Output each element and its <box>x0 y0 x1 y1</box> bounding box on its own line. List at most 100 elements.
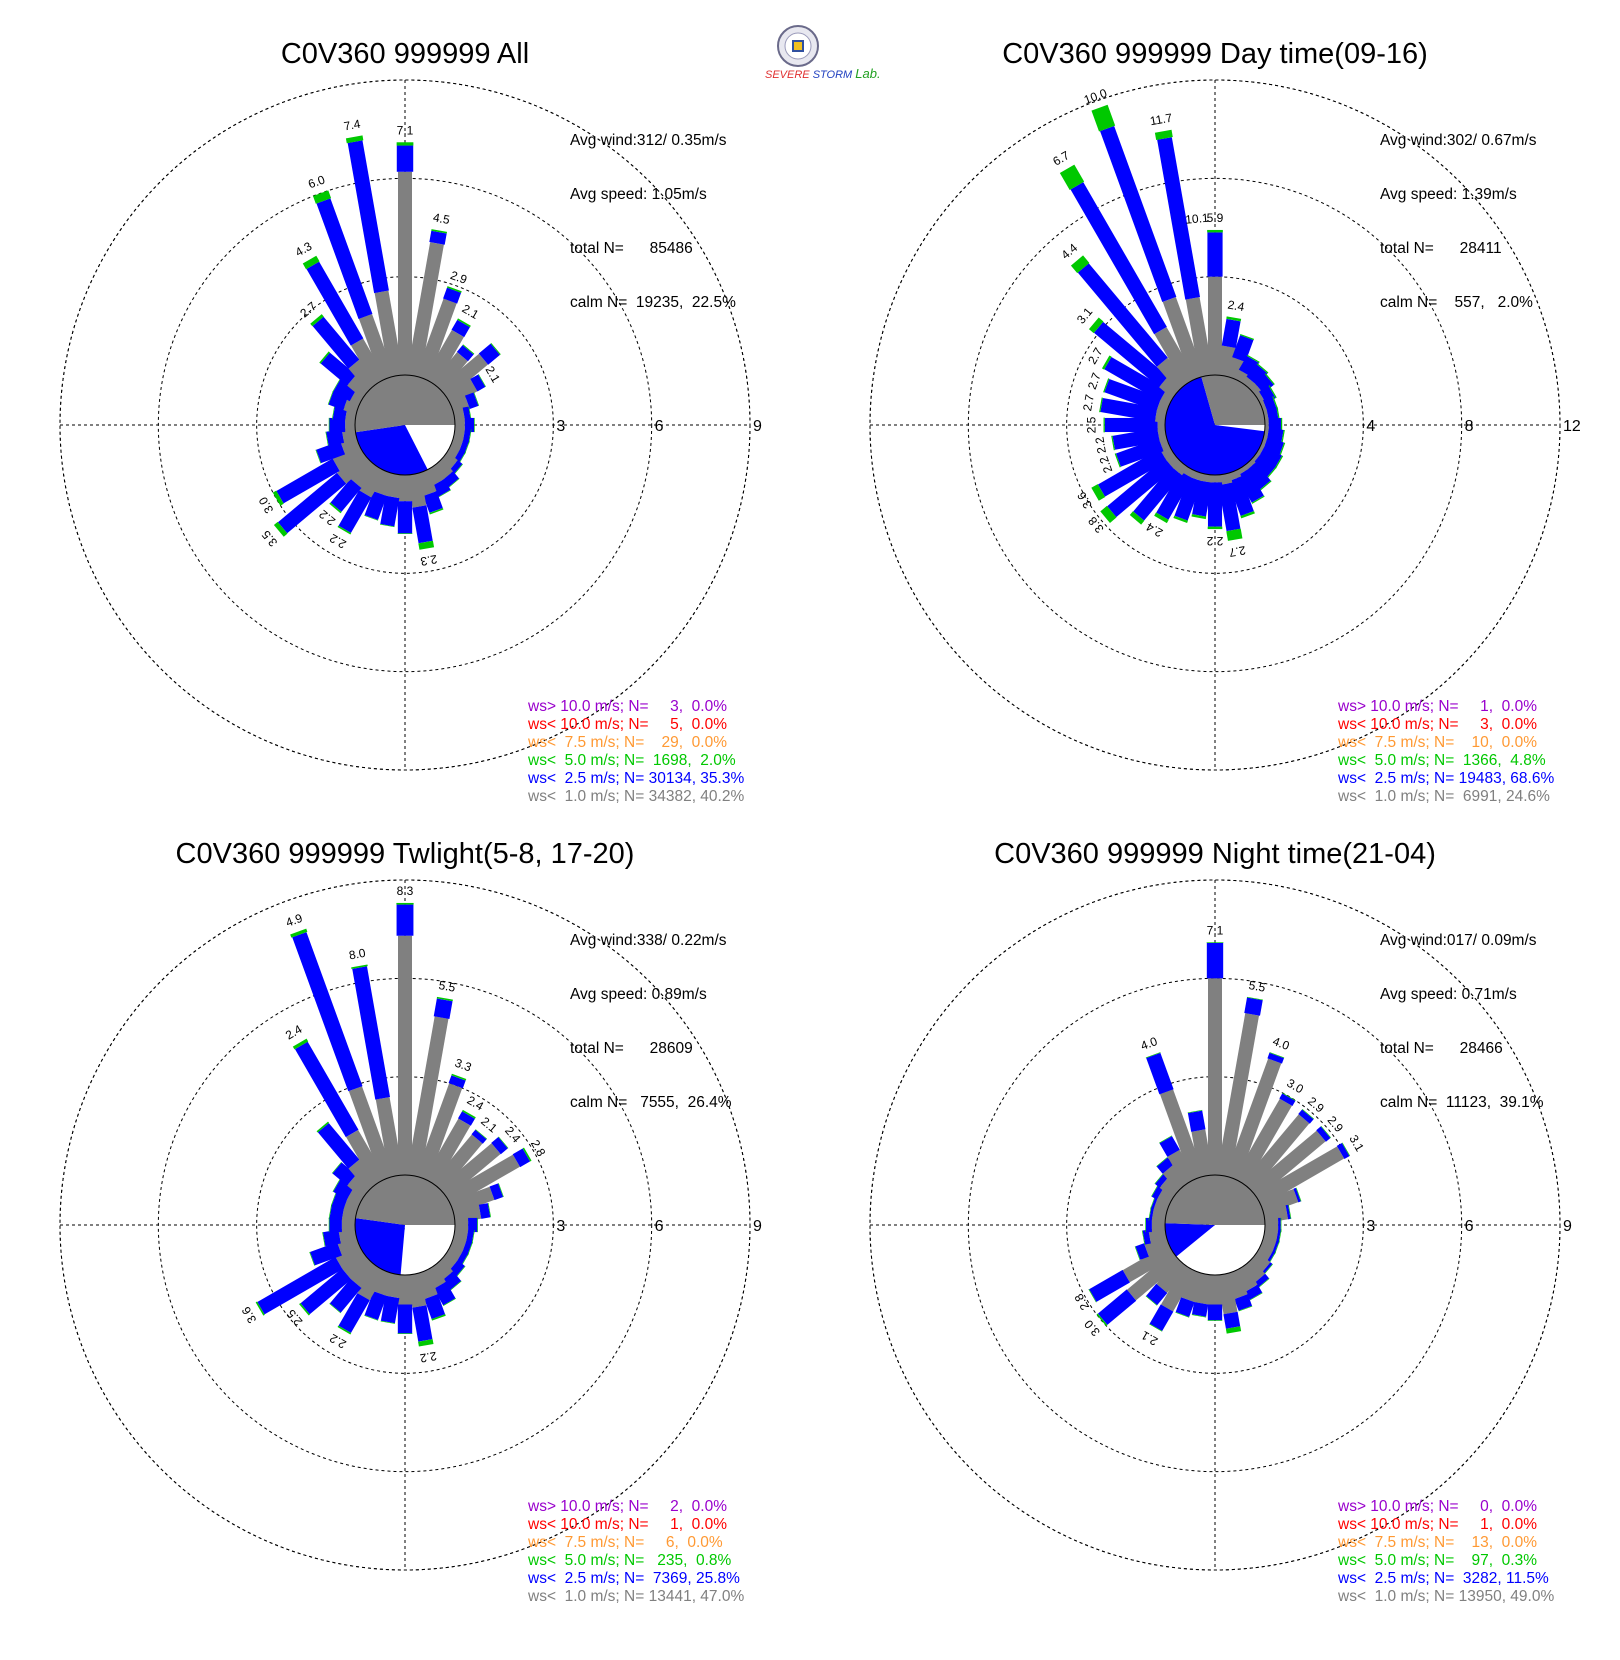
bar-segment <box>1251 454 1276 478</box>
bar-segment <box>1263 1263 1273 1276</box>
direction-bar <box>406 996 453 1177</box>
direction-bar <box>423 318 471 386</box>
bar-segment <box>1191 1129 1214 1177</box>
bar-segment <box>1101 355 1112 370</box>
bar-segment <box>397 533 413 534</box>
bar-segment <box>1093 321 1169 388</box>
direction-bar <box>1241 1109 1315 1192</box>
legend-entry: ws< 7.5 m/s; N= 6, 0.0% <box>528 1534 723 1551</box>
direction-bar <box>1187 1109 1214 1177</box>
bar-segment <box>1258 1278 1270 1288</box>
legend-entry: ws< 7.5 m/s; N= 13, 0.0% <box>1338 1534 1538 1551</box>
direction-bar <box>1207 229 1223 375</box>
bar-segment <box>398 935 412 1175</box>
bar-segment <box>1104 378 1162 412</box>
bar-segment <box>1232 335 1254 362</box>
bar-segment <box>1112 428 1160 450</box>
direction-bar <box>302 255 387 386</box>
bar-segment <box>1129 511 1145 525</box>
direction-bar <box>396 142 414 375</box>
bar-value-label: 4.9 <box>284 911 305 930</box>
calm-circle <box>354 1174 456 1276</box>
bar-segment <box>1187 1109 1203 1114</box>
bar-value-label: 2.7 <box>1085 371 1104 392</box>
bar-segment <box>1279 442 1286 457</box>
direction-bar <box>292 1038 387 1186</box>
direction-bar <box>438 1136 509 1199</box>
bar-segment <box>433 1281 456 1306</box>
direction-bar <box>1248 1125 1331 1199</box>
ring-label: 12 <box>1563 418 1581 435</box>
bar-segment <box>1115 438 1164 467</box>
bar-segment <box>1278 1229 1282 1244</box>
windrose-chart-twilight: 3 6 98.35.53.32.42.1 2.42.82.22.22.53.62.44… <box>59 879 762 1571</box>
bar-segment <box>1099 397 1103 413</box>
legend-entry: ws> 10.0 m/s; N= 1, 0.0% <box>1338 698 1538 715</box>
chart-title: C0V360 999999 Day time(09-16) <box>1002 38 1428 70</box>
direction-bar <box>1059 164 1197 386</box>
bar-segment <box>1160 1264 1197 1312</box>
avg-wind: Avg wind:312/ 0.35m/s <box>570 132 727 149</box>
bar-segment <box>473 392 480 406</box>
direction-bar <box>1088 317 1182 399</box>
bar-value-label: 2.4 <box>1143 519 1165 540</box>
direction-bar <box>397 1275 413 1334</box>
bar-segment <box>315 449 322 464</box>
direction-bar <box>423 1264 456 1306</box>
bar-segment <box>1208 978 1222 1175</box>
bar-segment <box>322 1232 326 1247</box>
bar-segment <box>431 352 468 392</box>
bar-value-label: 2.4 <box>1227 297 1246 314</box>
bar-segment <box>1316 1126 1331 1142</box>
bar-segment <box>329 1217 342 1233</box>
bar-segment <box>1223 1311 1241 1329</box>
calm-n: calm N= 7555, 26.4% <box>570 1094 732 1111</box>
legend-entry: ws< 7.5 m/s; N= 10, 0.0% <box>1338 734 1538 751</box>
chart-title: C0V360 999999 Night time(21-04) <box>994 838 1436 870</box>
bar-segment <box>477 1217 478 1233</box>
bar-segment <box>1278 1217 1281 1233</box>
bar-segment <box>406 242 444 377</box>
legend-entry: ws< 5.0 m/s; N= 1366, 4.8% <box>1338 752 1546 769</box>
direction-bar <box>316 1121 379 1192</box>
direction-bar <box>449 1183 504 1215</box>
outer-ring <box>869 79 1561 771</box>
bar-segment <box>1145 1217 1152 1233</box>
bar-segment <box>474 417 475 433</box>
avg-speed: Avg speed: 0.71m/s <box>1380 986 1517 1003</box>
bar-segment <box>299 1303 310 1316</box>
bar-segment <box>1191 1302 1209 1317</box>
bar-segment <box>1259 1188 1299 1215</box>
windrose-panel-twilight: 3 6 9 8.3 5.5 3.3 2.4 2.1 2.4 2.8 2.2 2.2 2.5 3.6 2.4 4… <box>0 800 810 1610</box>
bar-segment <box>398 171 412 375</box>
direction-bar <box>310 314 379 392</box>
bar-segment <box>276 458 340 504</box>
bar-segment <box>415 298 457 381</box>
direction-bar <box>1175 1269 1205 1318</box>
bar-value-label: 2.7 <box>1080 393 1097 412</box>
bar-segment <box>316 198 373 319</box>
bar-segment <box>1114 453 1121 468</box>
legend-entry: ws< 5.0 m/s; N= 97, 0.3% <box>1338 1552 1538 1569</box>
legend-entry: ws< 5.0 m/s; N= 235, 0.8% <box>528 1552 732 1569</box>
direction-bar <box>444 1147 532 1207</box>
bar-segment <box>319 351 330 364</box>
bar-value-label: 2.7 <box>297 299 319 321</box>
bar-segment <box>457 318 471 328</box>
total-n: total N= 85486 <box>570 240 693 257</box>
bar-segment <box>1206 942 1224 979</box>
calm-circle <box>1164 374 1266 476</box>
bar-segment <box>1293 1187 1301 1203</box>
bar-value-label: 2.1 <box>478 1114 500 1136</box>
bar-segment <box>373 1269 395 1296</box>
bar-segment <box>1103 378 1110 393</box>
ring-label: 3 <box>556 1218 565 1235</box>
bar-segment <box>471 1229 475 1245</box>
bar-segment <box>1134 1246 1141 1261</box>
ring-label: 3 <box>556 418 565 435</box>
bar-segment <box>1274 455 1284 469</box>
direction-bar <box>444 374 486 407</box>
bar-value-label: 3.1 <box>1074 304 1096 326</box>
bar-segment <box>1162 1164 1189 1192</box>
ring-label: 6 <box>1465 1218 1474 1235</box>
